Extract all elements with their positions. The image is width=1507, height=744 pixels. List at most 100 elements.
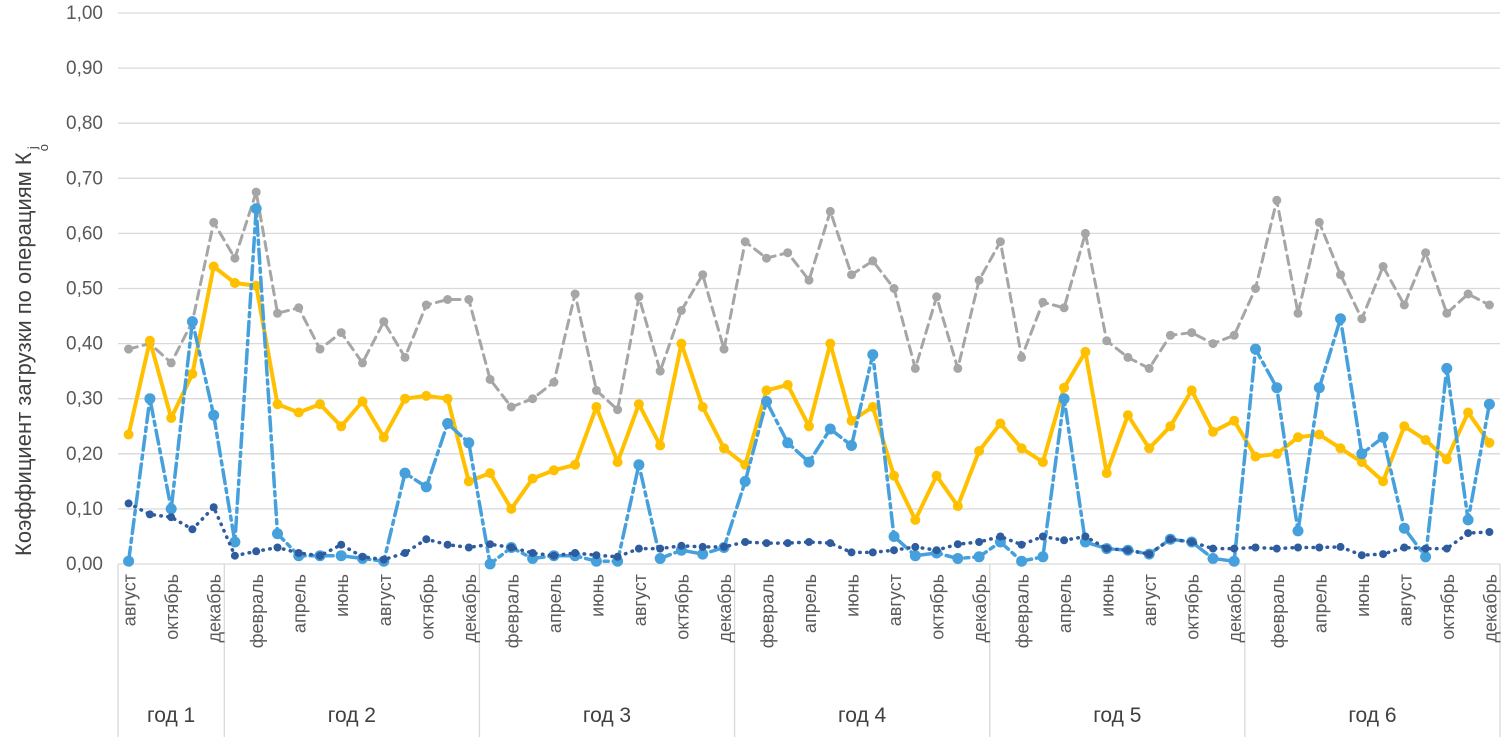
data-point-marker — [654, 553, 666, 564]
y-tick-label: 0,70 — [66, 168, 103, 189]
data-point-marker — [1250, 451, 1261, 462]
data-point-marker — [804, 421, 814, 432]
data-point-marker — [123, 555, 135, 567]
data-point-marker — [1421, 248, 1431, 258]
data-point-marker — [1228, 555, 1240, 567]
month-tick-label: июнь — [1353, 574, 1373, 617]
data-point-marker — [443, 540, 452, 549]
series-yellow-solid-series — [123, 261, 1495, 525]
data-point-marker — [1336, 542, 1345, 551]
data-point-marker — [1207, 553, 1219, 564]
data-point-marker — [1080, 228, 1090, 238]
month-tick-label: апрель — [800, 574, 820, 633]
data-point-marker — [1145, 550, 1154, 559]
month-tick-label: август — [1140, 574, 1160, 626]
data-point-marker — [379, 317, 389, 327]
y-tick-label: 0,10 — [66, 499, 103, 520]
data-point-marker — [1379, 550, 1388, 559]
series-line-dark-blue-dotted-series — [126, 501, 1492, 562]
data-point-marker — [867, 402, 878, 412]
month-tick-label: декабрь — [715, 574, 735, 643]
data-point-marker — [805, 538, 813, 546]
data-point-marker — [1271, 448, 1282, 459]
data-point-marker — [1313, 382, 1325, 394]
data-point-marker — [762, 539, 771, 548]
month-tick-label: апрель — [290, 574, 310, 633]
data-point-marker — [910, 363, 920, 373]
data-point-marker — [1442, 308, 1452, 318]
data-point-marker — [676, 306, 686, 315]
data-point-marker — [1165, 330, 1175, 340]
series-gray-dashed-series — [124, 187, 1494, 415]
data-point-marker — [400, 352, 410, 362]
data-point-marker — [571, 549, 580, 557]
data-point-marker — [250, 203, 262, 215]
month-tick-label: декабрь — [970, 574, 990, 643]
data-point-marker — [697, 402, 708, 412]
data-point-marker — [1187, 538, 1196, 546]
data-point-marker — [973, 551, 985, 563]
data-point-marker — [633, 399, 644, 410]
data-point-marker — [613, 405, 623, 415]
data-point-marker — [868, 548, 877, 557]
data-point-marker — [506, 503, 517, 514]
data-point-marker — [739, 475, 751, 487]
year-label: год 5 — [1093, 704, 1141, 727]
data-point-marker — [1229, 415, 1240, 426]
month-tick-label: август — [630, 574, 650, 626]
data-point-marker — [613, 552, 622, 561]
y-tick-label: 0,00 — [66, 554, 103, 575]
data-point-marker — [251, 187, 261, 197]
data-point-marker — [145, 510, 154, 519]
data-point-marker — [230, 551, 239, 560]
data-point-marker — [995, 237, 1005, 247]
data-point-marker — [826, 539, 835, 548]
year-label: год 3 — [583, 704, 631, 727]
data-point-marker — [358, 552, 367, 561]
month-tick-label: июнь — [587, 574, 607, 617]
data-point-marker — [1464, 529, 1473, 538]
data-point-marker — [1250, 343, 1261, 355]
data-point-marker — [1123, 546, 1132, 555]
data-point-marker — [251, 280, 262, 291]
data-point-marker — [1485, 528, 1494, 536]
month-tick-label: февраль — [757, 574, 777, 648]
data-point-marker — [315, 399, 325, 410]
data-point-marker — [1357, 551, 1366, 560]
data-point-marker — [357, 396, 368, 407]
data-point-marker — [294, 549, 303, 557]
data-point-marker — [697, 548, 709, 560]
data-point-marker — [1230, 544, 1239, 553]
data-point-marker — [272, 528, 283, 540]
data-point-marker — [1484, 300, 1494, 310]
year-label: год 1 — [147, 704, 195, 727]
data-point-marker — [1017, 540, 1026, 549]
series-line-gray-dashed-series — [127, 190, 1491, 412]
y-tick-label: 0,80 — [66, 113, 103, 134]
data-point-marker — [889, 470, 899, 481]
data-point-marker — [208, 409, 220, 421]
data-point-marker — [676, 338, 687, 349]
data-point-marker — [974, 275, 984, 285]
data-point-marker — [1059, 303, 1069, 313]
data-point-marker — [1484, 437, 1495, 448]
data-point-marker — [761, 385, 772, 396]
data-point-marker — [974, 446, 985, 456]
data-point-marker — [824, 423, 836, 435]
data-point-marker — [1251, 543, 1260, 552]
data-point-marker — [612, 457, 623, 468]
month-tick-label: декабрь — [205, 574, 225, 643]
data-point-marker — [1144, 363, 1154, 373]
y-tick-label: 0,40 — [66, 334, 103, 355]
data-point-marker — [1314, 217, 1324, 227]
year-label: год 6 — [1348, 704, 1396, 727]
data-point-marker — [783, 248, 793, 258]
data-point-marker — [1123, 352, 1133, 362]
data-point-marker — [1315, 543, 1324, 552]
data-point-marker — [421, 300, 431, 310]
data-point-marker — [1357, 314, 1367, 324]
year-dividers — [117, 564, 1501, 737]
data-point-marker — [1272, 195, 1282, 205]
data-point-marker — [846, 440, 857, 451]
data-point-marker — [570, 459, 581, 470]
